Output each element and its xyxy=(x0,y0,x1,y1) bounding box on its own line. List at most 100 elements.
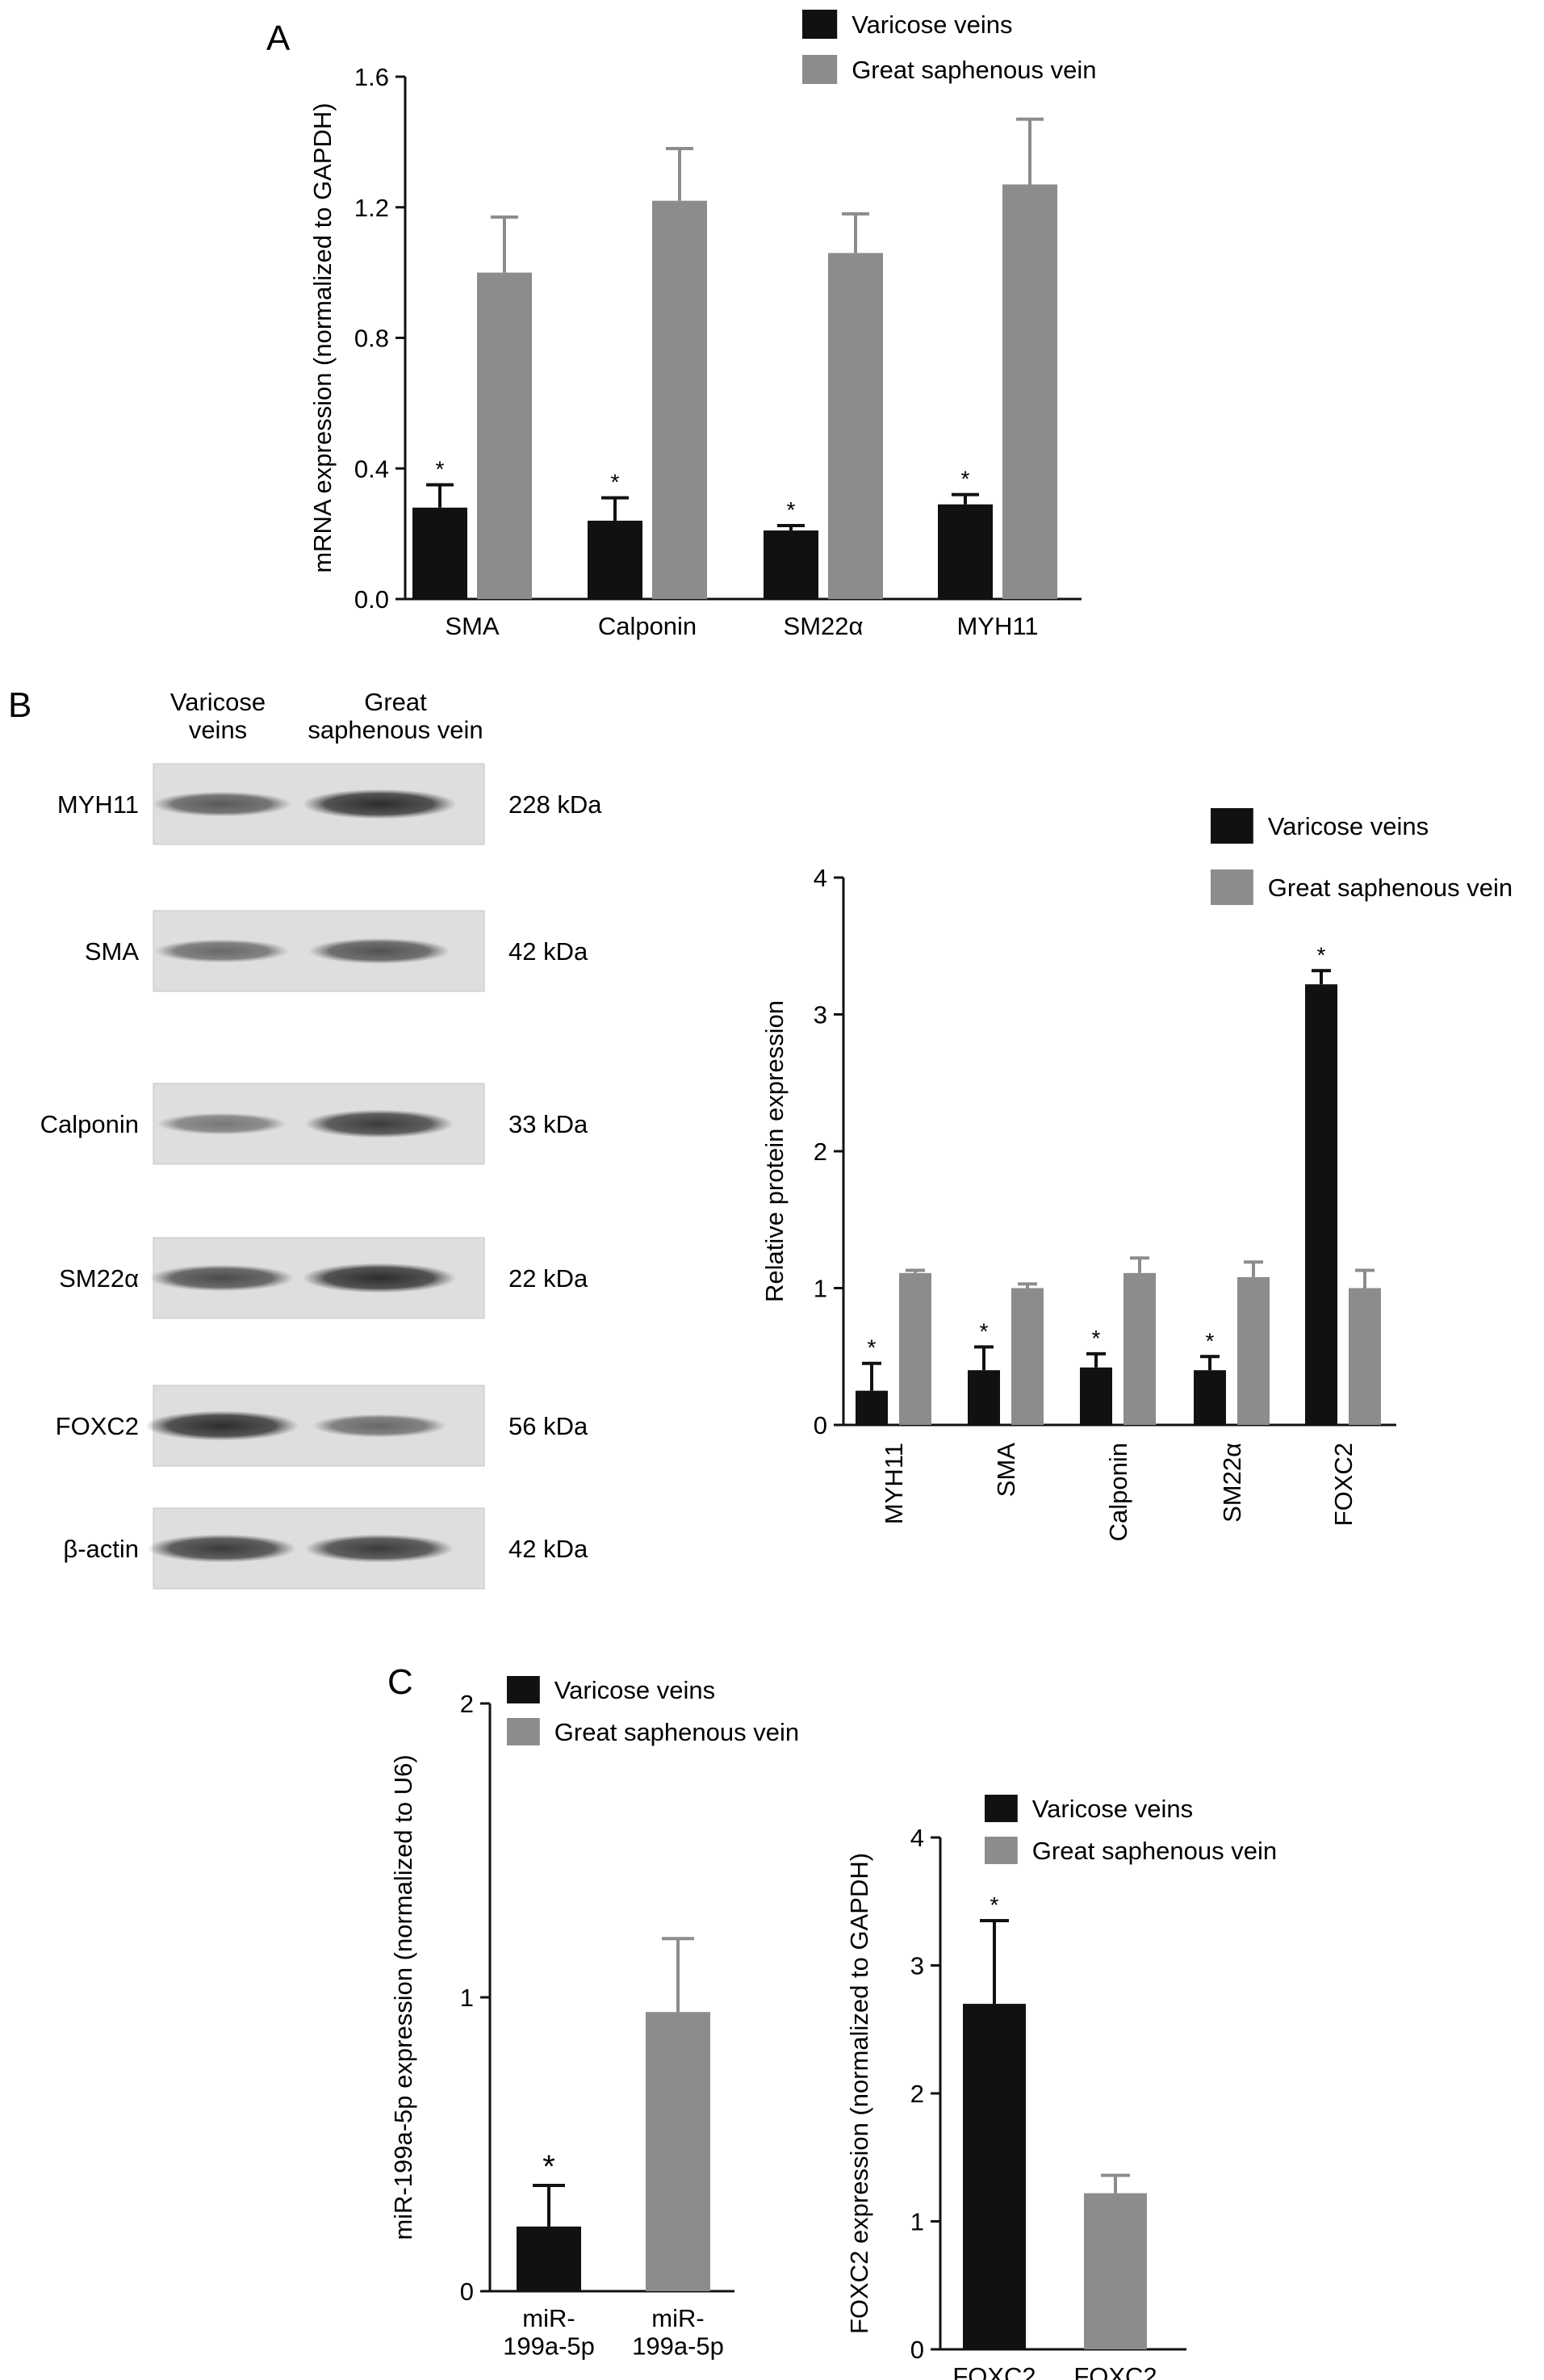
x-category-label: miR-199a-5p xyxy=(632,2304,724,2361)
bar xyxy=(1011,1288,1044,1425)
bar xyxy=(1305,984,1337,1425)
legend-swatch xyxy=(507,1718,540,1745)
panel-letter-b: B xyxy=(8,685,31,725)
significance-asterisk: * xyxy=(611,470,620,495)
legend-swatch xyxy=(1211,869,1253,905)
bar xyxy=(517,2226,581,2291)
y-tick-label: 0.4 xyxy=(354,455,389,483)
blot-protein-label: Calponin xyxy=(40,1110,139,1138)
bar xyxy=(968,1370,1000,1425)
y-tick-label: 1.2 xyxy=(354,194,389,222)
chart-c-foxc2: 0 1 2 3 4 FOXC2 expression (normalized to GAP… xyxy=(845,1795,1277,2380)
chart-c-mir199a: 0 1 2 miR-199a-5p expression (normalized to… xyxy=(389,1676,799,2361)
blot-protein-label: FOXC2 xyxy=(56,1412,139,1440)
x-category-label: Calponin xyxy=(1104,1443,1132,1541)
panel-letter-a: A xyxy=(266,19,291,58)
y-tick-label: 0.8 xyxy=(354,325,389,353)
protein-band xyxy=(304,1109,454,1138)
protein-band xyxy=(302,789,457,819)
protein-band xyxy=(302,1263,457,1293)
protein-band xyxy=(147,1534,297,1563)
blot-kda-label: 33 kDa xyxy=(508,1110,588,1138)
y-tick-label: 2 xyxy=(460,1690,474,1718)
y-tick-label: 0 xyxy=(910,2336,924,2364)
y-tick-label: 0.0 xyxy=(354,585,389,614)
blot-column-header: Varicose veins xyxy=(170,688,266,744)
bar xyxy=(764,530,818,599)
x-category-label: FOXC2 xyxy=(952,2362,1036,2380)
bar xyxy=(412,507,467,599)
significance-asterisk: * xyxy=(436,456,445,481)
x-category-label: Calponin xyxy=(598,612,697,640)
y-tick-label: 3 xyxy=(814,1001,827,1029)
bar xyxy=(1123,1272,1156,1425)
legend-swatch xyxy=(985,1837,1018,1864)
blot-kda-label: 22 kDa xyxy=(508,1264,588,1293)
y-axis-title: Relative protein expression xyxy=(760,1000,789,1302)
bar xyxy=(477,272,532,599)
bar xyxy=(646,2012,710,2291)
blot-kda-label: 42 kDa xyxy=(508,937,588,966)
legend-label: Varicose veins xyxy=(554,1676,715,1704)
protein-band xyxy=(152,791,292,817)
y-tick-label: 1 xyxy=(910,2208,924,2236)
legend-swatch xyxy=(802,55,838,84)
significance-asterisk: * xyxy=(542,2149,555,2185)
blot-protein-label: SMA xyxy=(85,937,140,966)
protein-band xyxy=(304,1534,454,1563)
protein-band xyxy=(157,1112,287,1135)
protein-band xyxy=(308,938,450,964)
legend-label: Great saphenous vein xyxy=(1032,1837,1277,1865)
chart-a-mrna: 0.0 0.4 0.8 1.2 1.6 mRNA expression (normaliz… xyxy=(308,10,1097,640)
significance-asterisk: * xyxy=(868,1335,877,1360)
legend-label: Varicose veins xyxy=(1032,1795,1193,1823)
protein-band xyxy=(312,1414,447,1438)
blot-kda-label: 56 kDa xyxy=(508,1412,588,1440)
y-axis-title: miR-199a-5p expression (normalized to U6… xyxy=(389,1754,417,2240)
bar xyxy=(1002,184,1057,600)
x-category-label: MYH11 xyxy=(880,1443,908,1524)
protein-band xyxy=(154,939,290,963)
y-axis-title: mRNA expression (normalized to GAPDH) xyxy=(308,103,337,572)
x-category-label: SMA xyxy=(445,612,500,640)
bar xyxy=(652,200,707,599)
blot-protein-label: SM22α xyxy=(59,1264,139,1293)
legend-swatch xyxy=(1211,808,1253,844)
bar xyxy=(1080,1367,1112,1425)
bar xyxy=(856,1390,888,1425)
significance-asterisk: * xyxy=(1206,1328,1215,1353)
y-tick-label: 2 xyxy=(814,1138,827,1166)
x-category-label: SM22α xyxy=(1218,1443,1246,1523)
chart-b-protein: 0 1 2 3 4 Relative protein expression * MYH11 * S… xyxy=(760,808,1513,1541)
x-category-label: MYH11 xyxy=(956,612,1038,640)
legend-label: Great saphenous vein xyxy=(554,1718,799,1746)
y-tick-label: 4 xyxy=(910,1824,924,1852)
bar xyxy=(828,253,883,599)
legend-label: Great saphenous vein xyxy=(1268,874,1513,902)
y-axis-title: FOXC2 expression (normalized to GAPDH) xyxy=(845,1853,873,2334)
blot-protein-label: MYH11 xyxy=(57,790,139,819)
legend-label: Great saphenous vein xyxy=(852,56,1096,84)
x-category-label: FOXC2 xyxy=(1329,1443,1358,1526)
western-blot: Varicose veins Great saphenous vein MYH11 228… xyxy=(40,688,602,1590)
bar xyxy=(938,504,993,599)
legend-label: Varicose veins xyxy=(1268,812,1429,840)
protein-band xyxy=(149,1264,295,1292)
significance-asterisk: * xyxy=(787,497,796,522)
legend-swatch xyxy=(985,1795,1018,1822)
x-category-label: FOXC2 xyxy=(1073,2362,1157,2380)
bar xyxy=(899,1272,931,1425)
legend-label: Varicose veins xyxy=(852,10,1012,39)
y-tick-label: 0 xyxy=(460,2277,474,2306)
blot-kda-label: 228 kDa xyxy=(508,790,602,819)
bar xyxy=(963,2004,1026,2349)
legend-swatch xyxy=(802,10,838,39)
blot-kda-label: 42 kDa xyxy=(508,1535,588,1563)
y-tick-label: 1.6 xyxy=(354,63,389,91)
bar xyxy=(1349,1288,1381,1425)
blot-column-header: Great saphenous vein xyxy=(308,688,483,744)
significance-asterisk: * xyxy=(1092,1326,1101,1351)
y-tick-label: 4 xyxy=(814,864,827,892)
bar xyxy=(588,520,642,599)
